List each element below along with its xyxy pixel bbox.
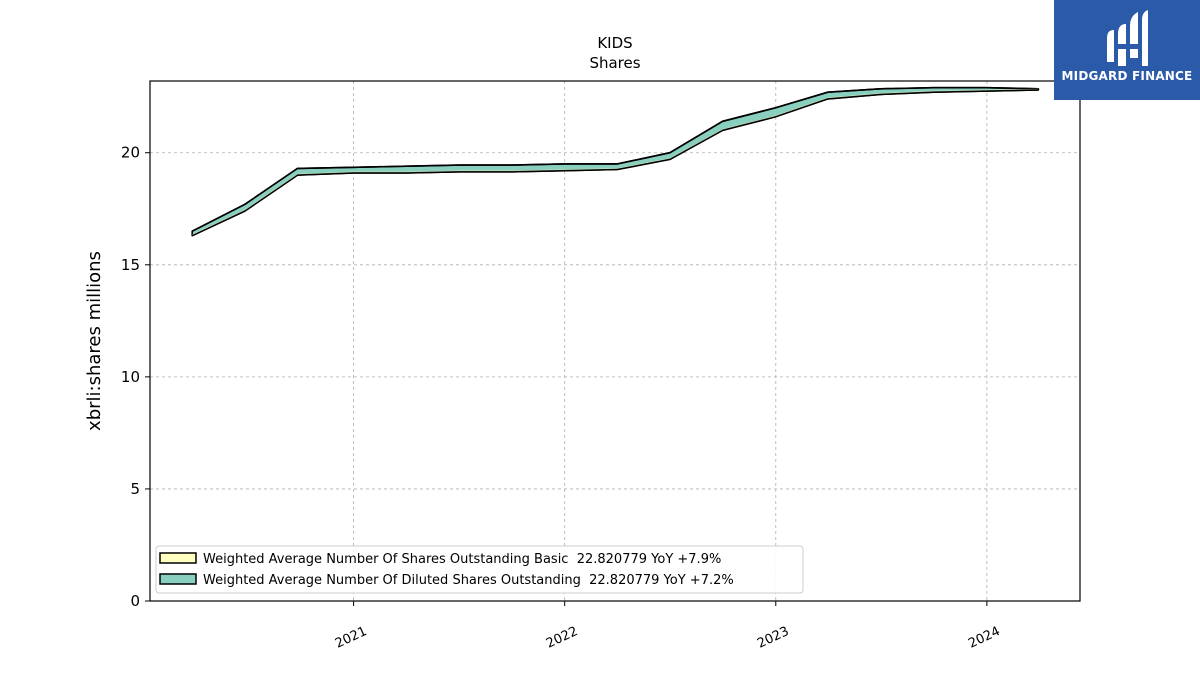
y-tick-label: 20 [121, 144, 140, 162]
y-axis-label: xbrli:shares millions [84, 251, 105, 431]
legend-swatch-diluted [159, 573, 197, 585]
series-fill-basic [192, 88, 1039, 235]
y-tick-label: 5 [130, 480, 140, 498]
series-layer [191, 86, 1040, 237]
logo-text: MIDGARD FINANCE [1061, 69, 1193, 83]
legend-swatch-basic [159, 552, 197, 564]
y-tick-label: 15 [121, 256, 140, 274]
x-tick-label: 2021 [333, 624, 369, 652]
plot-area-frame [149, 80, 1081, 602]
series-line-diluted [191, 86, 1039, 232]
legend-label-basic: Weighted Average Number Of Shares Outsta… [203, 552, 721, 567]
x-tick-label: 2023 [755, 624, 791, 652]
series-band-basic-diluted [191, 86, 1040, 237]
chart-subtitle: Shares [589, 54, 640, 72]
y-axis: 0 5 10 15 20 [121, 144, 150, 610]
legend-label-diluted: Weighted Average Number Of Diluted Share… [203, 573, 734, 588]
legend-frame [155, 545, 804, 594]
series-line-basic [191, 89, 1039, 237]
grid-lines [150, 81, 1080, 601]
x-axis: 2021 2022 2023 2024 [333, 601, 1003, 652]
chart-title: KIDS [597, 34, 632, 52]
midgard-logo-icon [1107, 10, 1148, 66]
legend: Weighted Average Number Of Shares Outsta… [155, 545, 804, 594]
y-tick-label: 10 [121, 368, 140, 386]
x-tick-label: 2024 [966, 624, 1002, 652]
x-tick-label: 2022 [544, 624, 580, 652]
y-tick-label: 0 [130, 592, 140, 610]
midgard-finance-logo: MIDGARD FINANCE [1054, 0, 1200, 100]
